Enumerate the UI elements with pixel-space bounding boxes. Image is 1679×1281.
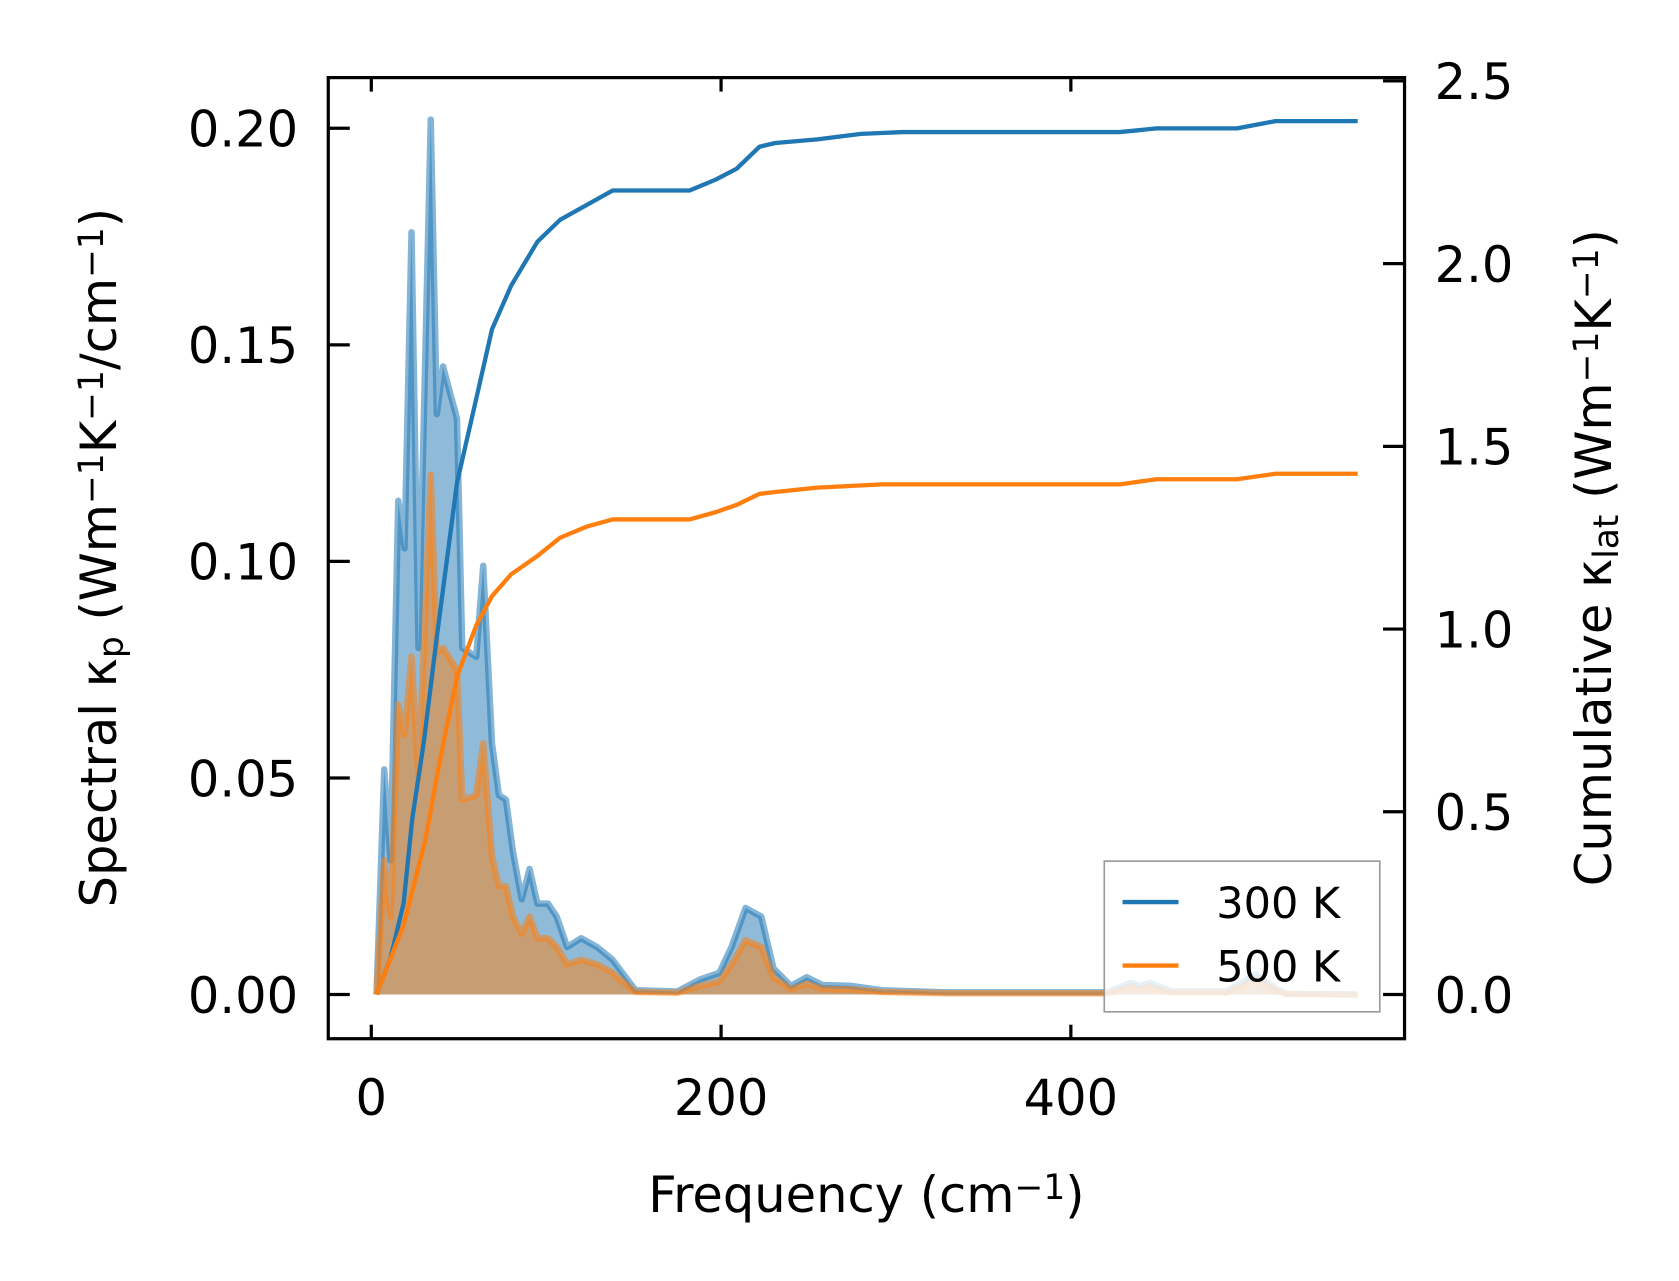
label-part: ) (1565, 229, 1623, 248)
label-part: (Wm (1565, 382, 1623, 514)
label-part: −1 (72, 453, 112, 504)
label-part: −1 (1567, 248, 1607, 299)
label-part: −1 (72, 370, 112, 421)
label-part: K (70, 419, 128, 453)
y-tick-label-left: 0.05 (188, 750, 298, 808)
y-tick-label-left: 0.20 (188, 101, 298, 159)
x-tick-label: 200 (674, 1069, 768, 1127)
y-tick-label-right: 1.5 (1435, 419, 1514, 477)
x-tick-label: 0 (356, 1069, 388, 1127)
label-part: K (1565, 298, 1623, 332)
legend-label-300k: 300 K (1216, 879, 1342, 929)
legend: 300 K 500 K (1103, 860, 1381, 1013)
y-tick-label-left: 0.10 (188, 534, 298, 592)
x-tick-label: 400 (1024, 1069, 1118, 1127)
label-part: ) (1065, 1166, 1084, 1224)
plot-frame (326, 75, 1407, 1041)
y-tick-label-right: 0.0 (1435, 967, 1514, 1025)
label-part: p (93, 636, 133, 658)
y-tick-label-left: 0.00 (188, 967, 298, 1025)
label-part: −1 (1014, 1168, 1065, 1208)
label-part: lat (1588, 515, 1628, 559)
legend-box (1103, 860, 1381, 1013)
label-part: /cm (70, 278, 128, 370)
cumulative-line-300k (374, 118, 1358, 996)
label-part: Spectral κ (70, 658, 128, 907)
label-part: ) (70, 208, 128, 227)
y-tick-label-right: 1.0 (1435, 601, 1514, 659)
label-part: (Wm (70, 504, 128, 636)
y-tick-label-left: 0.15 (188, 317, 298, 375)
y-tick-label-right: 0.5 (1435, 784, 1514, 842)
label-part: Frequency (cm (648, 1166, 1014, 1224)
label-part: −1 (72, 227, 112, 278)
y-tick-label-right: 2.5 (1435, 53, 1514, 111)
y-axis-label-right: Cumulative κlat (Wm−1K−1) (1565, 229, 1627, 886)
ticks: 0 200 400 0.00 0.05 0.10 0.15 0.20 0.0 0.5 1.0 1.5 2… (188, 53, 1514, 1127)
y-tick-label-right: 2.0 (1435, 236, 1514, 294)
y-axis-label-left: Spectral κp (Wm−1K−1/cm−1) (70, 208, 132, 908)
spectral-fill-500k (376, 474, 1358, 995)
cumulative-line-500k (374, 471, 1358, 996)
label-part: −1 (1567, 332, 1607, 383)
legend-label-500k: 500 K (1216, 943, 1342, 993)
series-lines (374, 118, 1358, 996)
x-axis-label: Frequency (cm−1) (648, 1166, 1084, 1224)
label-part: Cumulative κ (1565, 559, 1623, 886)
